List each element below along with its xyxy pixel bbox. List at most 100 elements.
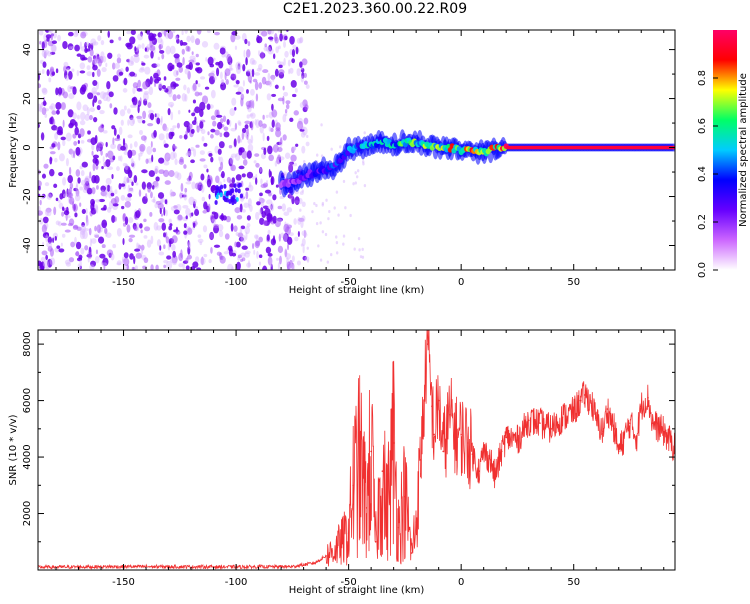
noise-point <box>184 94 188 102</box>
snr-point <box>602 430 604 433</box>
noise-point <box>258 120 263 127</box>
y-tick-label: 6000 <box>22 388 33 413</box>
noise-point <box>267 72 271 82</box>
snr-x-label: Height of straight line (km) <box>289 585 425 596</box>
noise-point <box>249 204 253 213</box>
noise-point <box>260 51 265 60</box>
noise-point <box>155 63 161 68</box>
noise-point <box>118 182 122 190</box>
noise-point <box>139 129 144 136</box>
noise-point <box>142 81 149 90</box>
noise-point <box>284 249 288 258</box>
noise-point <box>90 137 97 146</box>
noise-point <box>110 192 115 197</box>
noise-point <box>206 30 211 34</box>
noise-point <box>61 211 65 217</box>
noise-point <box>117 155 121 161</box>
noise-point <box>287 59 291 67</box>
noise-point <box>277 30 281 33</box>
noise-point <box>191 112 196 117</box>
noise-point <box>163 259 169 264</box>
noise-point <box>72 86 77 95</box>
noise-point <box>297 216 302 225</box>
noise-point <box>140 229 143 234</box>
noise-point <box>300 219 304 229</box>
noise-point <box>249 80 252 84</box>
noise-point <box>126 264 130 270</box>
noise-point <box>158 133 165 141</box>
noise-point <box>131 181 134 186</box>
noise-point <box>173 152 177 159</box>
noise-point <box>319 258 323 262</box>
noise-point <box>192 261 199 268</box>
noise-point <box>255 211 260 220</box>
noise-point <box>288 162 294 172</box>
snr-point <box>352 484 354 487</box>
noise-point <box>60 222 67 226</box>
noise-point <box>195 256 200 263</box>
noise-point <box>83 182 90 191</box>
noise-point <box>104 227 108 234</box>
noise-point <box>89 107 95 113</box>
noise-point <box>174 158 178 166</box>
noise-point <box>265 246 272 254</box>
noise-point <box>231 266 234 270</box>
noise-point <box>223 251 229 255</box>
noise-point <box>144 226 151 232</box>
noise-point <box>38 185 41 191</box>
noise-point <box>49 151 56 155</box>
noise-point <box>239 227 243 235</box>
noise-point <box>96 68 101 77</box>
noise-point <box>136 115 143 120</box>
noise-point <box>293 110 299 116</box>
noise-point <box>164 126 169 132</box>
noise-point <box>41 49 48 58</box>
noise-point <box>142 110 147 120</box>
noise-point <box>194 91 200 97</box>
colorbar-label: Normalized spectral amplitude <box>738 73 749 227</box>
noise-point <box>342 234 346 238</box>
noise-point <box>320 123 323 127</box>
noise-point <box>129 143 133 149</box>
noise-point <box>101 166 104 170</box>
noise-point <box>221 171 225 179</box>
noise-point <box>109 103 113 109</box>
noise-point <box>267 30 272 35</box>
noise-point <box>173 69 179 77</box>
noise-point <box>140 244 145 251</box>
noise-point <box>172 250 177 258</box>
snr-series-line <box>38 330 675 570</box>
noise-point <box>284 35 288 41</box>
noise-point <box>138 244 142 250</box>
noise-point <box>213 75 217 81</box>
noise-point <box>91 91 98 95</box>
noise-point <box>279 137 283 145</box>
noise-point <box>258 254 263 259</box>
noise-point <box>45 254 49 260</box>
noise-point <box>80 111 86 121</box>
snr-point <box>629 422 631 424</box>
noise-point <box>183 192 188 201</box>
noise-point <box>123 165 131 175</box>
noise-point <box>156 117 161 125</box>
noise-point <box>301 201 306 208</box>
noise-point <box>168 88 173 98</box>
cluster-point <box>223 183 227 189</box>
noise-point <box>163 244 166 250</box>
noise-point <box>355 175 359 179</box>
noise-point <box>146 182 152 190</box>
noise-point <box>187 148 191 158</box>
noise-point <box>188 59 195 63</box>
noise-point <box>214 31 220 36</box>
noise-point <box>321 230 325 234</box>
noise-point <box>321 203 324 207</box>
noise-point <box>123 252 129 259</box>
noise-point <box>299 36 304 44</box>
noise-point <box>57 34 61 42</box>
noise-point <box>86 218 90 226</box>
noise-point <box>45 207 52 213</box>
noise-point <box>284 108 288 114</box>
noise-point <box>287 243 290 251</box>
noise-point <box>64 70 68 79</box>
noise-point <box>127 149 133 159</box>
